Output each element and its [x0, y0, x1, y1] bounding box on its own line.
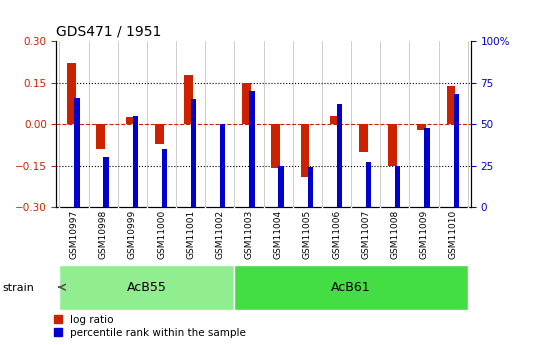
Bar [417, 124, 426, 130]
Bar [133, 116, 138, 207]
Text: GSM10997: GSM10997 [69, 210, 79, 259]
Text: GSM10999: GSM10999 [128, 210, 137, 259]
Bar [220, 124, 225, 207]
Text: GSM11009: GSM11009 [420, 210, 429, 259]
Text: GSM11010: GSM11010 [449, 210, 458, 259]
Text: GSM11004: GSM11004 [274, 210, 282, 259]
Bar [59, 265, 235, 309]
Bar [359, 124, 368, 152]
Text: AcB61: AcB61 [331, 281, 371, 294]
Bar [242, 83, 251, 124]
Bar [272, 124, 280, 168]
Text: GSM10998: GSM10998 [98, 210, 108, 259]
Bar [301, 124, 309, 177]
Text: GDS471 / 1951: GDS471 / 1951 [56, 25, 162, 39]
Bar [155, 124, 164, 144]
Text: GSM11007: GSM11007 [361, 210, 370, 259]
Bar [191, 99, 196, 207]
Bar [235, 265, 468, 309]
Bar [74, 98, 80, 207]
Bar [337, 104, 342, 207]
Bar [388, 124, 397, 166]
Bar [249, 91, 254, 207]
Bar [447, 86, 455, 124]
Text: AcB55: AcB55 [127, 281, 167, 294]
Bar [330, 116, 338, 124]
Text: GSM11001: GSM11001 [186, 210, 195, 259]
Bar [103, 157, 109, 207]
Bar [308, 167, 313, 207]
Bar [184, 75, 193, 124]
Bar [162, 149, 167, 207]
Bar [454, 95, 459, 207]
Text: GSM11006: GSM11006 [332, 210, 341, 259]
Bar [67, 63, 76, 124]
Bar [424, 128, 430, 207]
Text: GSM11003: GSM11003 [245, 210, 253, 259]
Text: GSM11002: GSM11002 [215, 210, 224, 259]
Bar [279, 166, 284, 207]
Legend: log ratio, percentile rank within the sample: log ratio, percentile rank within the sa… [54, 315, 246, 338]
Text: GSM11005: GSM11005 [303, 210, 312, 259]
Bar [126, 117, 134, 124]
Text: GSM11008: GSM11008 [391, 210, 399, 259]
Text: GSM11000: GSM11000 [157, 210, 166, 259]
Bar [395, 166, 400, 207]
Bar [366, 162, 371, 207]
Bar [96, 124, 105, 149]
Text: strain: strain [3, 283, 34, 293]
